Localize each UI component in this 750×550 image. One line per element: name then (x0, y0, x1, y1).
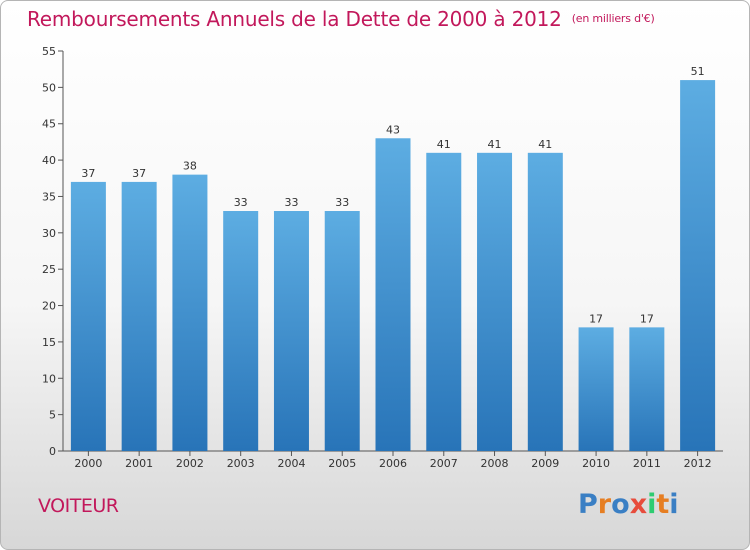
bar-value-label-2010: 17 (589, 312, 603, 325)
x-tick-label-2012: 2012 (684, 457, 712, 470)
x-tick-label-2005: 2005 (328, 457, 356, 470)
y-tick-label: 55 (42, 45, 56, 58)
x-tick-label-2011: 2011 (633, 457, 661, 470)
bar-2001 (121, 181, 157, 451)
x-tick-label-2010: 2010 (582, 457, 610, 470)
y-tick-label: 15 (42, 336, 56, 349)
x-tick-label-2008: 2008 (481, 457, 509, 470)
logo-letter: i (647, 489, 657, 520)
y-tick-label: 35 (42, 190, 56, 203)
bar-value-label-2009: 41 (538, 138, 552, 151)
chart-title: Remboursements Annuels de la Dette de 20… (27, 7, 655, 31)
logo-letter: i (669, 489, 679, 520)
logo-letter: t (656, 489, 670, 520)
y-tick-label: 10 (42, 372, 56, 385)
bar-2003 (223, 211, 259, 451)
bar-2009 (527, 152, 563, 451)
chart-axes: 0 5 10 15 20 25 30 35 40 45 50 55 2000 2001 2002 2003 20… (42, 45, 723, 470)
y-tick-label: 20 (42, 300, 56, 313)
bar-2012 (680, 80, 716, 451)
x-tick-label-2006: 2006 (379, 457, 407, 470)
x-tick-label-2009: 2009 (531, 457, 559, 470)
bar-value-label-2006: 43 (386, 123, 400, 136)
bar-value-label-2007: 41 (437, 138, 451, 151)
x-tick-label-2002: 2002 (176, 457, 204, 470)
bar-value-label-2004: 33 (284, 196, 298, 209)
commune-name: VOITEUR (38, 495, 119, 517)
logo-letter: o (611, 489, 630, 520)
x-tick-label-2000: 2000 (74, 457, 102, 470)
bar-2005 (324, 211, 360, 451)
bar-value-label-2001: 37 (132, 167, 146, 180)
chart-unit-note: (en milliers d'€) (571, 12, 655, 25)
bar-2007 (426, 152, 462, 451)
y-tick-label: 25 (42, 263, 56, 276)
x-tick-label-2001: 2001 (125, 457, 153, 470)
x-tick-label-2007: 2007 (430, 457, 458, 470)
chart-title-text: Remboursements Annuels de la Dette de 20… (27, 7, 562, 31)
bar-2006 (375, 138, 411, 452)
x-tick-label-2003: 2003 (227, 457, 255, 470)
bar-2004 (273, 211, 309, 451)
bar-value-label-2000: 37 (81, 167, 95, 180)
bar-2000 (70, 181, 106, 451)
y-tick-label: 40 (42, 154, 56, 167)
bar-2011 (629, 327, 665, 451)
bar-value-label-2012: 51 (691, 65, 705, 78)
bar-value-label-2003: 33 (234, 196, 248, 209)
bar-value-label-2008: 41 (488, 138, 502, 151)
chart-bars: 37 37 38 33 33 33 43 41 41 41 17 17 51 (70, 65, 716, 452)
bar-2002 (172, 174, 208, 452)
logo-letter: r (597, 489, 612, 520)
y-tick-label: 30 (42, 227, 56, 240)
bar-value-label-2005: 33 (335, 196, 349, 209)
bar-2008 (477, 152, 513, 451)
y-tick-label: 45 (42, 118, 56, 131)
bar-value-label-2011: 17 (640, 312, 654, 325)
bar-value-label-2002: 38 (183, 160, 197, 173)
logo-letter: x (629, 489, 648, 520)
y-tick-label: 50 (42, 81, 56, 94)
y-tick-label: 5 (49, 409, 56, 422)
logo-letter: P (578, 489, 598, 520)
y-tick-label: 0 (49, 445, 56, 458)
x-tick-label-2004: 2004 (277, 457, 305, 470)
bar-2010 (578, 327, 614, 451)
proxiti-logo[interactable]: Proxiti (578, 489, 679, 520)
